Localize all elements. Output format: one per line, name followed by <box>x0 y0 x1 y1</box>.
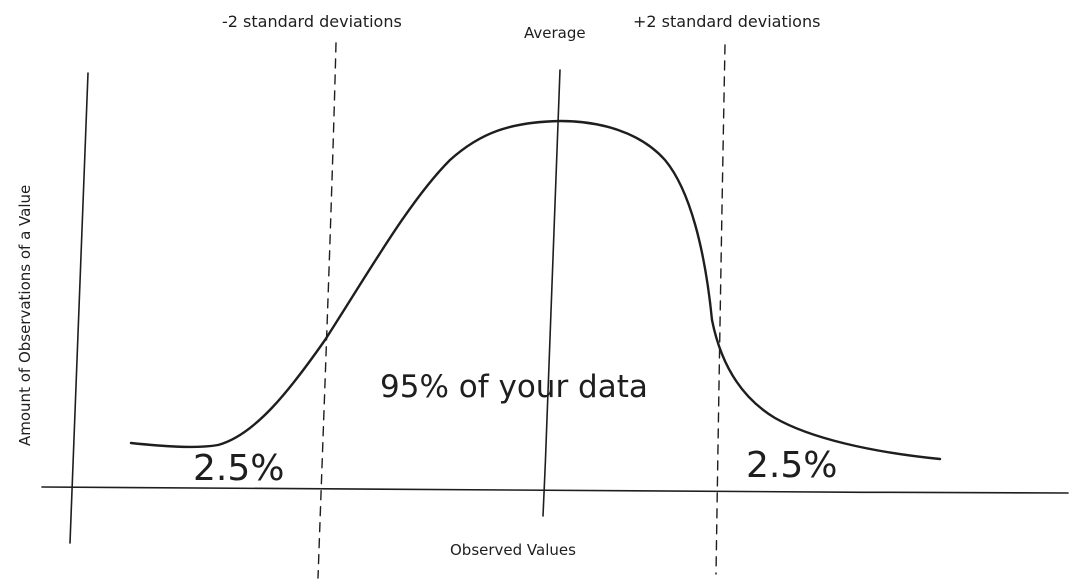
plus-two-sd-label: +2 standard deviations <box>633 12 820 31</box>
plus-two-sd-line <box>715 44 726 575</box>
left-tail-label: 2.5% <box>193 448 284 489</box>
right-tail-label: 2.5% <box>746 445 837 486</box>
x-axis-label: Observed Values <box>450 541 576 559</box>
center-region-label: 95% of your data <box>380 369 648 405</box>
minus-two-sd-label: -2 standard deviations <box>222 12 402 31</box>
bell-curve <box>129 119 942 461</box>
y-axis-line <box>69 72 89 544</box>
average-line <box>542 69 561 517</box>
average-label: Average <box>524 24 586 42</box>
minus-two-sd-line <box>317 42 337 579</box>
x-axis-line <box>41 486 1069 494</box>
y-axis-label: Amount of Observations of a Value <box>16 185 34 446</box>
